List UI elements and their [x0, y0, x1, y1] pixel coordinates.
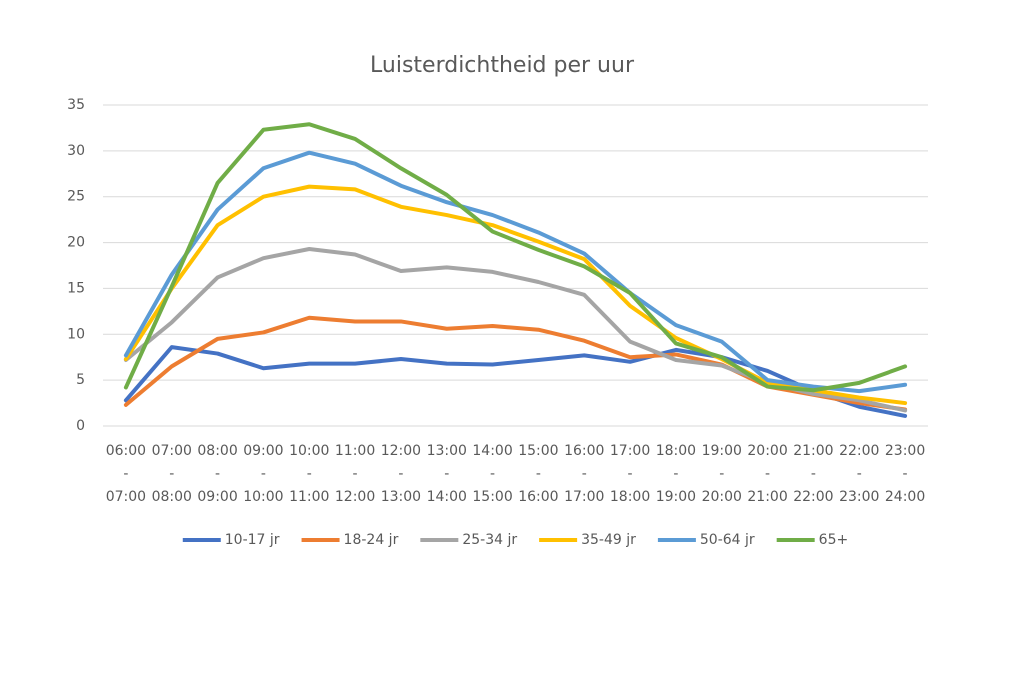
x-tick-label: 12:00 - 13:00	[380, 443, 422, 505]
y-tick-label: 35	[67, 97, 85, 113]
x-tick-label: 22:00 - 23:00	[839, 443, 880, 505]
x-tick-label: 23:00 - 24:00	[884, 443, 926, 505]
series-line	[123, 184, 908, 406]
chart-title: Luisterdichtheid per uur	[370, 53, 635, 78]
x-tick-label: 13:00 - 14:00	[426, 443, 467, 505]
x-tick-label: 14:00 - 15:00	[472, 443, 513, 505]
x-tick-label: 07:00 - 08:00	[151, 443, 192, 505]
y-tick-label: 15	[67, 280, 85, 296]
x-tick-label: 16:00 - 17:00	[564, 443, 605, 505]
x-tick-label: 19:00 - 20:00	[701, 443, 742, 505]
series-line	[123, 345, 908, 418]
y-tick-label: 20	[67, 235, 85, 251]
y-tick-label: 10	[67, 326, 85, 342]
x-tick-label: 15:00 - 16:00	[518, 443, 559, 505]
x-tick-label: 21:00 - 22:00	[793, 443, 834, 505]
legend-label: 18-24 jr	[344, 532, 399, 548]
legend-label: 35-49 jr	[581, 532, 636, 548]
legend-label: 50-64 jr	[700, 532, 755, 548]
y-tick-label: 0	[76, 418, 85, 434]
y-tick-label: 5	[76, 372, 85, 388]
x-tick-label: 09:00 - 10:00	[243, 443, 284, 505]
y-tick-label: 30	[67, 143, 85, 159]
x-tick-label: 20:00 - 21:00	[747, 443, 788, 505]
x-tick-label: 10:00 - 11:00	[289, 443, 330, 505]
x-tick-label: 08:00 - 09:00	[197, 443, 238, 505]
legend-label: 65+	[819, 532, 849, 548]
legend-label: 10-17 jr	[225, 532, 280, 548]
legend-label: 25-34 jr	[462, 532, 517, 548]
x-tick-label: 17:00 - 18:00	[609, 443, 651, 505]
x-tick-label: 18:00 - 19:00	[655, 443, 697, 505]
x-tick-label: 06:00 - 07:00	[105, 443, 147, 505]
x-tick-label: 11:00 - 12:00	[334, 443, 376, 505]
series-line	[123, 150, 908, 394]
y-tick-label: 25	[67, 189, 85, 205]
series-line	[123, 122, 908, 393]
